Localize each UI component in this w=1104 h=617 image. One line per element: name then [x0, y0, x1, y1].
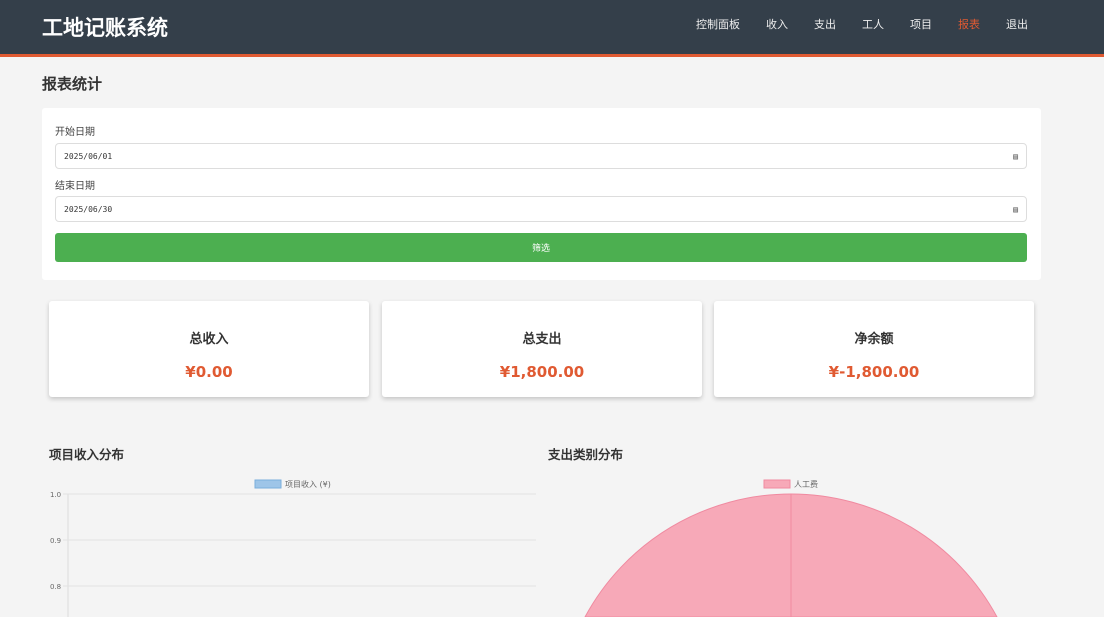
start-date-label: 开始日期	[55, 127, 95, 138]
card-title: 总收入	[189, 332, 229, 347]
legend-label: 项目收入 (¥)	[285, 479, 331, 489]
nav-dashboard[interactable]: 控制面板	[696, 18, 740, 31]
end-date-label: 结束日期	[55, 181, 95, 192]
end-date-input[interactable]: 2025/06/30 ▤	[55, 196, 1027, 222]
income-chart-title: 项目收入分布	[49, 447, 125, 462]
app-logo[interactable]: 工地记账系统	[42, 16, 168, 40]
bar-chart: 项目收入 (¥) 1.0 0.9 0.8	[50, 479, 536, 617]
calendar-icon[interactable]: ▤	[1013, 204, 1018, 214]
top-nav-bar: 工地记账系统 控制面板 收入 支出 工人 项目 报表 退出	[0, 0, 1104, 57]
nav-logout[interactable]: 退出	[1006, 18, 1028, 31]
expense-chart-title: 支出类别分布	[548, 447, 624, 462]
card-value: ¥-1,800.00	[828, 363, 920, 381]
filter-form: 开始日期 2025/06/01 ▤ 结束日期 2025/06/30 ▤ 筛选	[42, 108, 1041, 280]
card-title: 总支出	[522, 332, 562, 347]
pie-chart: 人工费	[584, 479, 998, 617]
legend-swatch	[763, 479, 791, 489]
page-title: 报表统计	[42, 75, 103, 93]
legend-label: 人工费	[794, 479, 818, 489]
card-value: ¥1,800.00	[499, 363, 585, 381]
main-nav: 控制面板 收入 支出 工人 项目 报表 退出	[696, 16, 1028, 32]
nav-workers[interactable]: 工人	[862, 18, 884, 31]
nav-reports[interactable]: 报表	[958, 18, 980, 31]
end-date-value: 2025/06/30	[64, 204, 113, 214]
nav-projects[interactable]: 项目	[910, 18, 932, 31]
nav-expense[interactable]: 支出	[814, 18, 836, 31]
net-balance-card: 净余额 ¥-1,800.00	[714, 301, 1034, 397]
filter-button[interactable]: 筛选	[55, 233, 1027, 262]
y-tick-label: 0.8	[50, 583, 61, 591]
start-date-input[interactable]: 2025/06/01 ▤	[55, 143, 1027, 169]
nav-income[interactable]: 收入	[766, 18, 788, 31]
card-value: ¥0.00	[185, 363, 233, 381]
start-date-value: 2025/06/01	[64, 151, 113, 161]
legend-swatch	[254, 479, 282, 489]
total-income-card: 总收入 ¥0.00	[49, 301, 369, 397]
total-expense-card: 总支出 ¥1,800.00	[382, 301, 702, 397]
calendar-icon[interactable]: ▤	[1013, 151, 1018, 161]
y-tick-label: 0.9	[50, 537, 61, 545]
card-title: 净余额	[854, 332, 894, 347]
y-tick-label: 1.0	[50, 491, 61, 499]
